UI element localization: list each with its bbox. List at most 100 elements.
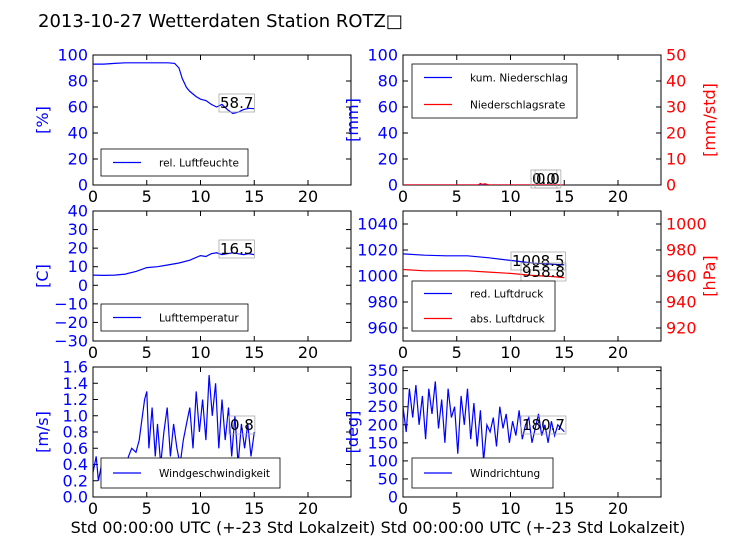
x-axis-label-left: Std 00:00:00 UTC (+-23 Std Lokalzeit): [71, 518, 376, 537]
x-tick-label: 15: [244, 343, 264, 362]
x-tick-label: 0: [398, 343, 408, 362]
x-tick-label: 15: [554, 499, 574, 518]
x-tick-label: 10: [190, 499, 210, 518]
y-tick-label: 80: [378, 72, 398, 91]
y-tick-label: 100: [367, 46, 398, 65]
x-tick-label: 20: [298, 343, 318, 362]
panel-windspeed: 0 5 10 15 200.00.20.40.60.81.01.21.41.6[m/s]…: [33, 358, 352, 518]
value-annotation: 16.5: [220, 240, 253, 258]
y-axis-label: [m/s]: [33, 411, 52, 453]
x-axis-label-right: Std 00:00:00 UTC (+-23 Std Lokalzeit): [381, 518, 686, 537]
y-tick-label: 1.2: [63, 390, 88, 409]
y-right-tick-label: 1000: [666, 215, 707, 234]
y-tick-label: 0.6: [63, 439, 88, 458]
y-tick-label: 20: [68, 239, 88, 258]
y-tick-label: 80: [68, 72, 88, 91]
y-tick-label: 1020: [357, 241, 398, 260]
y-tick-label: 0: [388, 488, 398, 507]
x-tick-label: 0: [398, 187, 408, 206]
legend-entry: rel. Luftfeuchte: [159, 158, 239, 170]
legend-entry: red. Luftdruck: [470, 289, 544, 301]
y-axis-label: [%]: [33, 106, 52, 134]
y-tick-label: 0.8: [63, 423, 88, 442]
legend-entry: Lufttemperatur: [159, 313, 239, 325]
annotation-box: [228, 415, 256, 435]
legend-box: [411, 63, 578, 119]
x-tick-label: 20: [608, 343, 628, 362]
x-tick-label: 5: [142, 187, 152, 206]
x-tick-label: 20: [298, 187, 318, 206]
y-axis-label: [C]: [33, 264, 52, 288]
legend-entry: Windrichtung: [470, 468, 540, 480]
y-right-tick-label: 920: [666, 319, 697, 338]
y-right-tick-label: 0: [666, 176, 676, 195]
annotation-box: [218, 93, 255, 113]
y-right-tick-label: 10: [666, 150, 686, 169]
y-right-axis-label: [hPa]: [700, 255, 719, 296]
y-right-tick-label: 20: [666, 124, 686, 143]
legend-entry: abs. Luftdruck: [470, 314, 546, 326]
x-tick-label: 20: [608, 499, 628, 518]
y-tick-label: 10: [68, 257, 88, 276]
y-right-axis-label: [mm/std]: [700, 83, 719, 157]
series-line: [403, 268, 565, 279]
y-right-tick-label: 980: [666, 241, 697, 260]
x-tick-label: 15: [554, 343, 574, 362]
x-tick-label: 0: [88, 187, 98, 206]
legend-entry: kum. Niederschlag: [470, 73, 568, 85]
x-tick-label: 10: [190, 187, 210, 206]
y-tick-label: −20: [54, 313, 88, 332]
y-right-tick-label: 940: [666, 293, 697, 312]
y-tick-label: 0: [78, 176, 88, 195]
value-annotation: 1008.5: [512, 252, 565, 270]
y-tick-label: 50: [378, 469, 398, 488]
x-tick-label: 10: [500, 187, 520, 206]
x-tick-label: 0: [398, 499, 408, 518]
plot-frame: [92, 210, 352, 342]
y-tick-label: 300: [367, 379, 398, 398]
annotation-box: [218, 239, 255, 259]
y-tick-label: 20: [378, 150, 398, 169]
y-tick-label: 0: [78, 276, 88, 295]
y-tick-label: 40: [68, 124, 88, 143]
y-tick-label: 0.0: [63, 488, 88, 507]
annotation-box: [510, 251, 566, 271]
value-annotation: 58.7: [220, 94, 253, 112]
y-tick-label: 30: [68, 220, 88, 239]
x-tick-label: 10: [190, 343, 210, 362]
y-right-tick-label: 960: [666, 267, 697, 286]
series-line: [93, 252, 255, 277]
y-right-tick-label: 50: [666, 46, 686, 65]
value-annotation: 958.8: [522, 263, 565, 281]
y-tick-label: 1.0: [63, 406, 88, 425]
y-tick-label: −30: [54, 332, 88, 351]
x-tick-label: 20: [608, 187, 628, 206]
legend-entry: Niederschlagsrate: [470, 100, 565, 112]
y-tick-label: 40: [378, 124, 398, 143]
figure-title: 2013-10-27 Wetterdaten Station ROTZ□: [38, 11, 403, 32]
y-tick-label: 250: [367, 397, 398, 416]
y-tick-label: −10: [54, 294, 88, 313]
x-tick-label: 15: [554, 187, 574, 206]
x-tick-label: 5: [452, 499, 462, 518]
y-tick-label: 0.2: [63, 471, 88, 490]
y-tick-label: 980: [367, 293, 398, 312]
annotation-box: [534, 169, 562, 189]
y-tick-label: 0.4: [63, 455, 88, 474]
series-line: [403, 182, 565, 185]
y-tick-label: 40: [68, 202, 88, 221]
y-tick-label: 150: [367, 433, 398, 452]
value-annotation: 0.8: [230, 416, 254, 434]
series-line: [403, 253, 565, 266]
x-tick-label: 15: [244, 187, 264, 206]
x-tick-label: 5: [142, 499, 152, 518]
y-right-tick-label: 30: [666, 98, 686, 117]
x-tick-label: 5: [452, 343, 462, 362]
x-tick-label: 10: [500, 343, 520, 362]
legend-box: [411, 280, 556, 332]
x-tick-label: 5: [452, 187, 462, 206]
y-tick-label: 20: [68, 150, 88, 169]
plot-frame: [92, 54, 352, 186]
